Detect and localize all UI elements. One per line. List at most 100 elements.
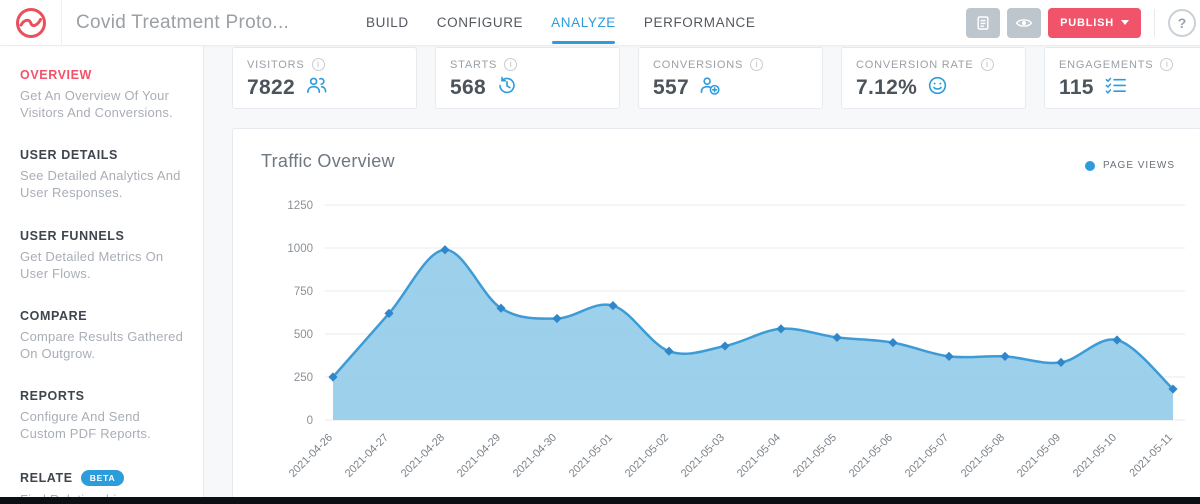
stat-value: 557 [653, 76, 689, 99]
x-axis-tick: 2021-04-29 [455, 432, 503, 480]
chart-header: Traffic Overview PAGE VIEWS [233, 129, 1200, 172]
y-axis-tick: 500 [294, 329, 313, 341]
sidebar-item-description: Get An Overview Of Your Visitors And Con… [20, 88, 173, 121]
sidebar-item-relate[interactable]: RELATE BETA Find Relationships Between Da… [20, 469, 185, 497]
data-point[interactable]: 2021-04-27: 620 [384, 308, 394, 318]
area-series [333, 249, 1173, 420]
notes-icon [977, 15, 989, 30]
x-axis-tick: 2021-05-01 [567, 432, 615, 480]
x-axis-tick: 2021-04-30 [511, 432, 559, 480]
help-button[interactable]: ? [1168, 8, 1196, 37]
data-point[interactable]: 2021-04-26: 250 [328, 372, 338, 382]
content-title[interactable]: Covid Treatment Proto... [76, 11, 290, 33]
data-point[interactable]: 2021-04-28: 990 [440, 245, 450, 255]
sidebar-item-description: Configure And Send Custom PDF Reports. [20, 409, 151, 442]
people-icon [305, 75, 328, 100]
x-axis-tick: 2021-04-26 [287, 432, 335, 480]
traffic-overview-panel: Traffic Overview PAGE VIEWS 0 250 500 750 10… [232, 128, 1200, 497]
x-axis-tick: 2021-05-06 [847, 432, 895, 480]
stat-card-conversion-rate: CONVERSION RATE i 7.12% [841, 47, 1026, 109]
stat-card-visitors: VISITORS i 7822 [232, 47, 417, 109]
sidebar-item-description: See Detailed Analytics And User Response… [20, 168, 181, 201]
y-axis-tick: 1000 [287, 243, 313, 255]
main-panel: VISITORS i 7822 STARTS i 568 CONVERSIONS… [232, 46, 1200, 497]
x-axis-tick: 2021-05-02 [623, 432, 671, 480]
stat-value: 115 [1059, 75, 1094, 99]
publish-button[interactable]: PUBLISH [1048, 7, 1141, 38]
legend-item-page-views[interactable]: PAGE VIEWS [1084, 160, 1175, 171]
data-point[interactable]: 2021-05-07: 370 [944, 351, 954, 361]
info-icon[interactable]: i [504, 58, 518, 71]
outgrow-logo[interactable] [0, 0, 62, 45]
nav-tab-performance[interactable]: PERFORMANCE [643, 15, 756, 30]
y-axis-tick: 0 [307, 415, 313, 427]
notes-button[interactable] [966, 7, 1001, 38]
checklist-icon [1104, 75, 1128, 100]
sidebar-item-label: COMPARE [20, 308, 88, 323]
info-icon[interactable]: i [750, 58, 764, 71]
y-axis-tick: 750 [294, 286, 313, 298]
stat-label: CONVERSIONS [653, 58, 744, 71]
line-series [332, 248, 1174, 390]
data-point[interactable]: 2021-05-08: 370 [1000, 351, 1010, 361]
window-bottom-edge [0, 497, 1200, 504]
stat-card-conversions: CONVERSIONS i 557 [638, 47, 823, 109]
stat-label: VISITORS [247, 58, 305, 71]
data-point[interactable]: 2021-05-02: 400 [664, 346, 674, 356]
sidebar-item-user-details[interactable]: USER DETAILS See Detailed Analytics And … [20, 148, 185, 201]
data-point[interactable]: 2021-05-05: 480 [832, 332, 842, 343]
legend-dot [1084, 160, 1095, 171]
beta-badge: BETA [80, 469, 125, 486]
x-axis-tick: 2021-04-27 [343, 432, 391, 480]
sidebar-item-description: Find Relationships Between Data Gathered… [20, 491, 185, 497]
x-axis-tick: 2021-05-09 [1015, 432, 1063, 480]
data-point[interactable]: 2021-05-01: 665 [608, 301, 618, 311]
sidebar-item-label: RELATE [20, 470, 73, 485]
sidebar-item-overview[interactable]: OVERVIEW Get An Overview Of Your Visitor… [20, 68, 185, 121]
sidebar-item-label: OVERVIEW [20, 68, 92, 82]
publish-label: PUBLISH [1060, 16, 1114, 29]
sidebar-item-user-funnels[interactable]: USER FUNNELS Get Detailed Metrics On Use… [20, 229, 185, 282]
stats-row: VISITORS i 7822 STARTS i 568 CONVERSIONS… [232, 47, 1200, 109]
sidebar-item-description: Get Detailed Metrics On User Flows. [20, 248, 164, 281]
sidebar-item-reports[interactable]: REPORTS Configure And Send Custom PDF Re… [20, 389, 185, 442]
info-icon[interactable]: i [980, 58, 994, 71]
x-axis-tick: 2021-05-05 [791, 432, 839, 480]
stat-label: STARTS [450, 58, 498, 71]
x-axis-tick: 2021-05-07 [903, 432, 951, 480]
stat-card-starts: STARTS i 568 [435, 47, 620, 109]
info-icon[interactable]: i [1160, 58, 1174, 71]
data-point[interactable]: 2021-04-29: 650 [496, 303, 506, 313]
top-header: Covid Treatment Proto... BUILD CONFIGURE A… [0, 0, 1200, 46]
stat-label: CONVERSION RATE [856, 58, 974, 71]
y-axis-tick: 250 [294, 372, 313, 384]
outgrow-logo-icon [15, 7, 46, 38]
sidebar-item-compare[interactable]: COMPARE Compare Results Gathered On Outg… [20, 309, 185, 362]
x-axis-tick: 2021-05-11 [1127, 432, 1175, 480]
analyze-sidebar: OVERVIEW Get An Overview Of Your Visitor… [0, 46, 204, 497]
main-nav: BUILD CONFIGURE ANALYZE PERFORMANCE [366, 0, 756, 45]
sidebar-item-description: Compare Results Gathered On Outgrow. [20, 328, 184, 362]
sidebar-item-label: USER FUNNELS [20, 228, 125, 243]
preview-button[interactable] [1007, 7, 1042, 38]
stat-value: 7822 [247, 75, 295, 99]
smiley-icon [927, 75, 948, 101]
nav-tab-build[interactable]: BUILD [366, 15, 409, 30]
legend-label: PAGE VIEWS [1102, 160, 1175, 171]
chevron-down-icon [1121, 20, 1129, 25]
nav-tab-configure[interactable]: CONFIGURE [436, 15, 524, 30]
sidebar-item-label: USER DETAILS [20, 148, 118, 163]
x-axis-tick: 2021-05-04 [735, 432, 783, 480]
traffic-chart: 0 250 500 750 1000 1250 2021-04-26: 250 2021-04… [287, 200, 1185, 480]
chart-title: Traffic Overview [261, 151, 395, 171]
stat-card-engagements: ENGAGEMENTS i 115 [1044, 47, 1200, 109]
nav-tab-analyze[interactable]: ANALYZE [551, 15, 616, 44]
sidebar-item-label: REPORTS [20, 389, 85, 404]
header-divider [1154, 8, 1155, 37]
content-area: OVERVIEW Get An Overview Of Your Visitor… [0, 46, 1200, 497]
user-plus-icon [699, 75, 721, 101]
x-axis-tick: 2021-04-28 [399, 432, 447, 480]
stat-label: ENGAGEMENTS [1059, 58, 1154, 71]
info-icon[interactable]: i [311, 58, 325, 71]
